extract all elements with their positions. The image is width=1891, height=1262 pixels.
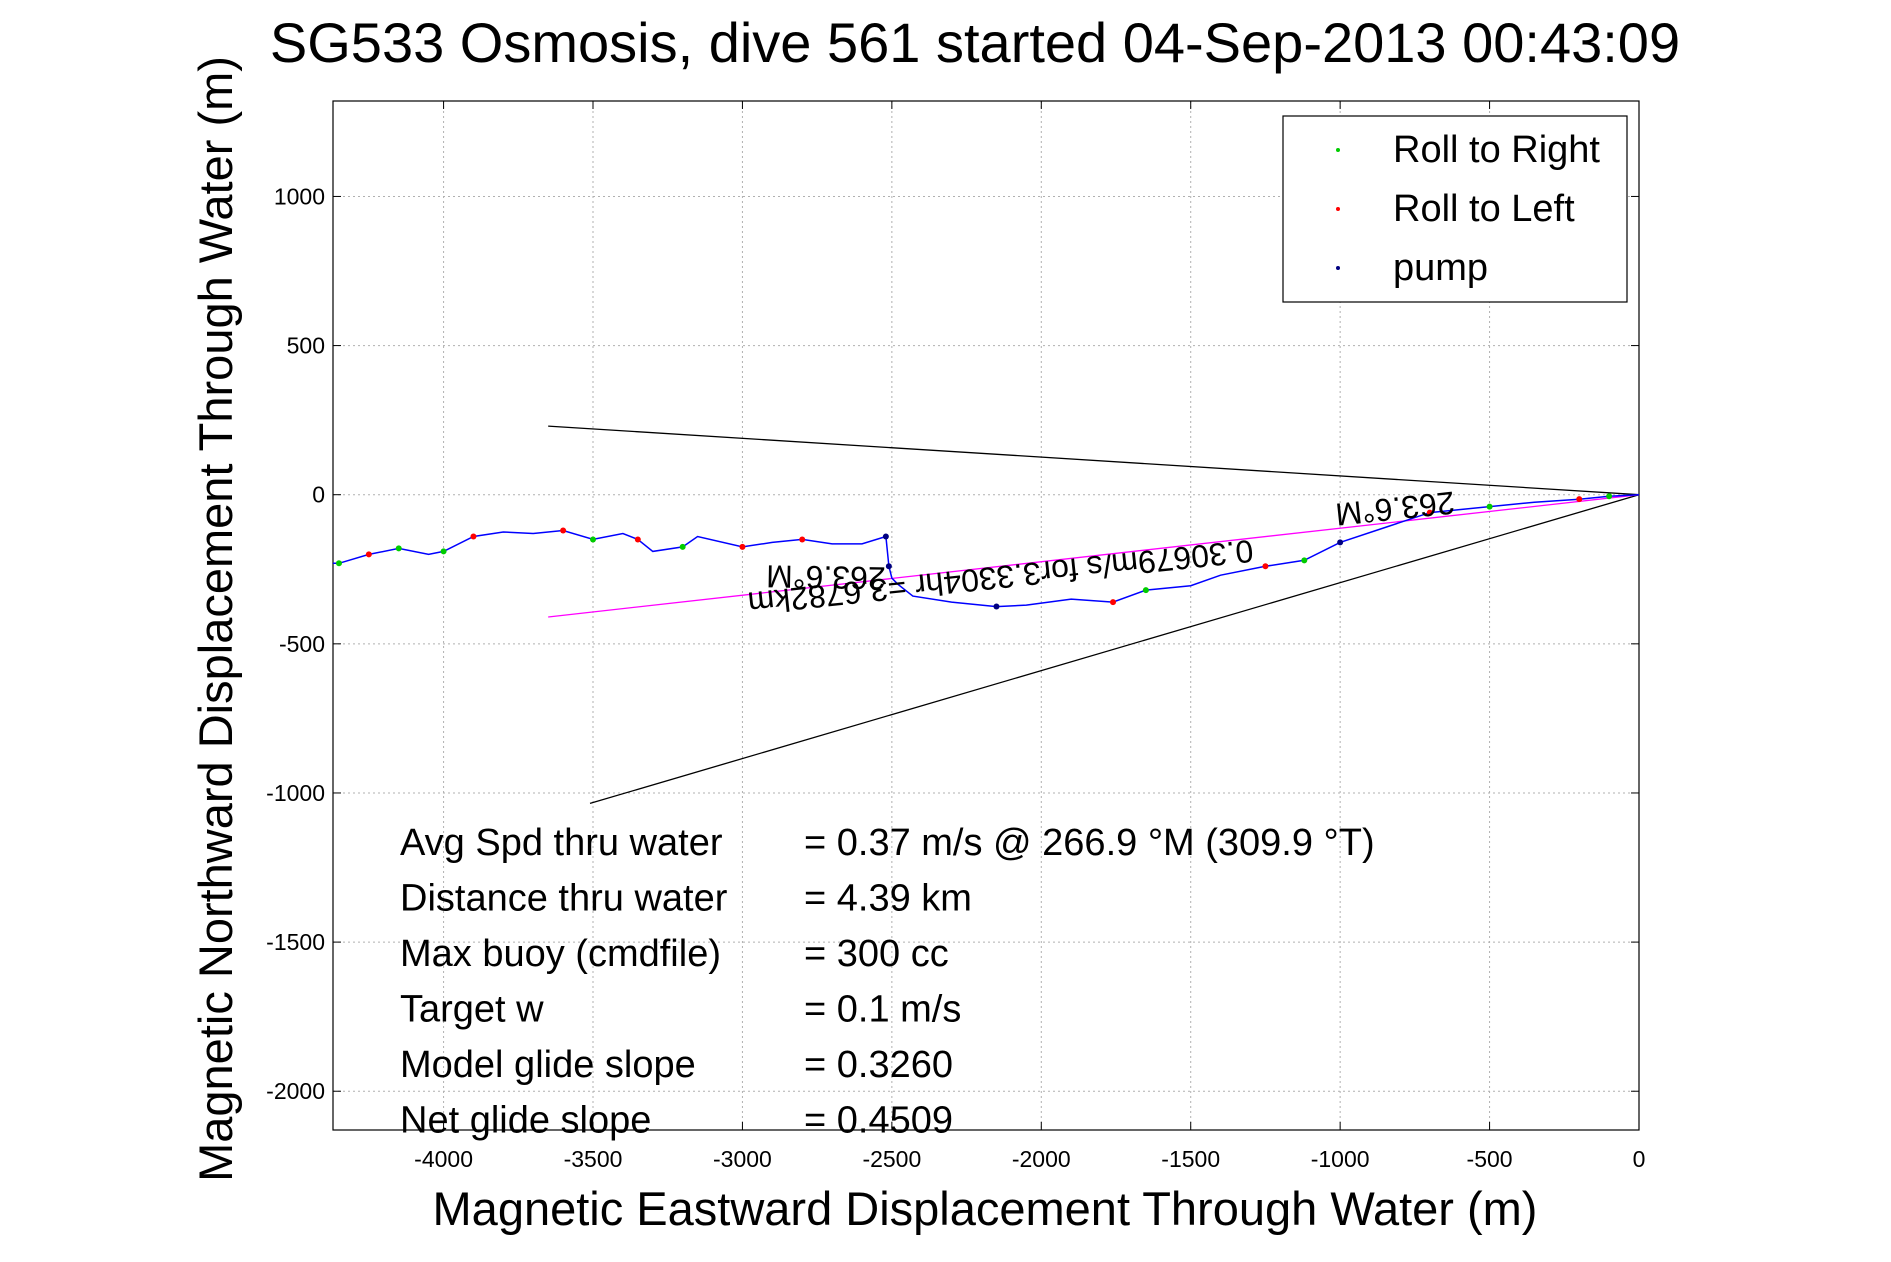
y-tick-label: -1500: [266, 929, 325, 955]
legend-marker: [1336, 207, 1340, 211]
stat-value: = 0.37 m/s @ 266.9 °M (309.9 °T): [804, 822, 1375, 864]
stat-label: Distance thru water: [400, 878, 728, 920]
roll-left-marker: [1262, 563, 1269, 570]
roll-right-marker: [395, 545, 402, 552]
stat-value: = 300 cc: [804, 933, 949, 975]
y-tick-label: -2000: [266, 1078, 325, 1104]
x-tick-label: -2000: [1012, 1146, 1071, 1172]
roll-left-marker: [1576, 496, 1583, 503]
roll-right-marker: [590, 536, 597, 543]
roll-right-marker: [1606, 493, 1613, 500]
y-tick-label: -1000: [266, 780, 325, 806]
glider-track: [333, 493, 1640, 608]
x-tick-labels: -4000 -3500 -3000 -2500 -2000 -1500 -1000 -500 0: [414, 101, 1645, 1172]
y-tick-label: 0: [312, 482, 325, 508]
current-line: [548, 494, 1640, 618]
legend-label: Roll to Right: [1393, 129, 1600, 171]
legend: Roll to Right Roll to Left pump: [1282, 115, 1628, 303]
roll-left-marker: [365, 551, 372, 558]
stat-label: Target w: [400, 989, 544, 1031]
roll-right-marker: [335, 560, 342, 567]
x-tick-label: -3000: [713, 1146, 772, 1172]
x-tick-label: -2500: [862, 1146, 921, 1172]
track-markers: [335, 493, 1613, 610]
roll-left-marker: [739, 543, 746, 550]
stat-label: Model glide slope: [400, 1044, 696, 1086]
stat-value: = 4.39 km: [804, 878, 972, 920]
legend-marker: [1336, 148, 1340, 152]
guide-line-lower: [589, 494, 1640, 805]
y-axis-label: Magnetic Northward Displacement Through …: [189, 56, 242, 1182]
pump-marker: [885, 563, 892, 570]
plot-area-frame: [332, 100, 1640, 1131]
x-tick-label: -500: [1467, 1146, 1513, 1172]
x-tick-label: -4000: [414, 1146, 473, 1172]
roll-right-marker: [1486, 503, 1493, 510]
x-axis-label: Magnetic Eastward Displacement Through W…: [433, 1182, 1538, 1235]
roll-left-marker: [1110, 599, 1117, 606]
y-tick-label: 500: [287, 333, 325, 359]
y-tick-label: 1000: [274, 183, 325, 209]
stat-label: Max buoy (cmdfile): [400, 933, 721, 975]
x-tick-label: -1500: [1161, 1146, 1220, 1172]
legend-label: Roll to Left: [1393, 188, 1575, 230]
roll-right-marker: [1142, 587, 1149, 594]
guide-lines: [548, 425, 1640, 805]
roll-left-marker: [470, 533, 477, 540]
roll-right-marker: [679, 543, 686, 550]
track-annotation: 263.6°M: [766, 558, 886, 596]
legend-label: pump: [1393, 247, 1488, 289]
x-tick-label: 0: [1633, 1146, 1646, 1172]
chart-title: SG533 Osmosis, dive 561 started 04-Sep-2…: [270, 11, 1680, 74]
roll-right-marker: [1301, 557, 1308, 564]
y-tick-label: -500: [279, 631, 325, 657]
legend-box: [1282, 115, 1628, 303]
pump-marker: [993, 603, 1000, 610]
stat-value: = 0.4509: [804, 1100, 953, 1142]
dive-stats-panel: Avg Spd thru water = 0.37 m/s @ 266.9 °M …: [400, 822, 1375, 1142]
stat-label: Net glide slope: [400, 1100, 651, 1142]
legend-marker: [1336, 266, 1340, 270]
stat-value: = 0.1 m/s: [804, 989, 961, 1031]
roll-left-marker: [799, 536, 806, 543]
guide-line-upper: [548, 425, 1640, 496]
x-tick-label: -1000: [1311, 1146, 1370, 1172]
track-line: [333, 493, 1640, 608]
pump-marker: [1337, 539, 1344, 546]
stat-label: Avg Spd thru water: [400, 822, 723, 864]
stat-value: = 0.3260: [804, 1044, 953, 1086]
roll-left-marker: [1426, 509, 1433, 516]
pump-marker: [882, 533, 889, 540]
roll-right-marker: [440, 548, 447, 555]
roll-left-marker: [634, 536, 641, 543]
roll-left-marker: [560, 527, 567, 534]
x-tick-label: -3500: [564, 1146, 623, 1172]
y-tick-labels: -2000 -1500 -1000 -500 0 500 1000: [266, 183, 1639, 1104]
